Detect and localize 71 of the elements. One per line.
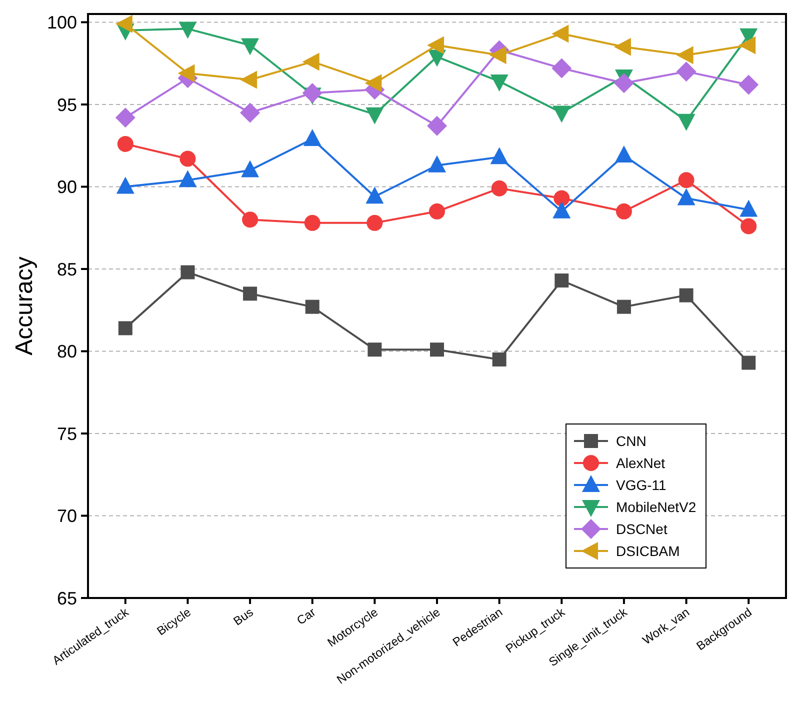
legend-label: DSICBAM [616,542,680,559]
point [677,114,696,131]
y-tick-label: 75 [56,424,77,444]
point [552,106,571,123]
point [178,64,195,82]
point [366,214,383,231]
point [678,172,694,188]
point [302,82,322,103]
point [178,170,197,188]
point [115,108,136,128]
point [305,300,320,314]
point [490,147,508,164]
point [491,180,508,196]
y-tick-label: 85 [56,259,77,280]
point [240,70,258,89]
point [616,203,632,220]
y-tick-label: 65 [56,588,77,608]
point [429,203,445,220]
point [427,36,444,54]
point [178,22,197,39]
point [616,300,631,314]
point [240,102,260,123]
point [116,176,134,194]
point [243,286,258,301]
point [303,129,322,146]
point [738,36,756,54]
legend-label: DSCNet [616,520,668,537]
point [552,58,572,78]
point [742,356,756,370]
point [364,74,382,92]
point [366,186,384,204]
y-tick-label: 100 [46,12,77,33]
point [490,74,508,92]
point [180,150,196,167]
point [492,352,506,366]
point [368,342,382,357]
point [552,24,569,43]
x-tick-label: Car [294,604,318,628]
point [117,136,134,152]
point [676,46,694,64]
point [554,190,570,206]
legend-label: CNN [616,432,646,449]
point [740,200,758,217]
point [489,46,506,64]
y-axis-title: Accuracy [11,256,38,356]
point [304,214,320,231]
y-tick-label: 70 [56,506,77,526]
point [366,107,384,124]
point [430,342,444,357]
point [180,265,195,280]
y-tick-label: 90 [56,177,77,198]
point [241,38,260,56]
point [677,188,696,206]
point [427,116,447,136]
legend-label: VGG-11 [616,476,667,493]
x-tick-label: Bus [230,604,256,628]
y-tick-label: 95 [56,94,77,115]
point [614,73,634,94]
point [679,288,694,302]
point [740,218,757,234]
point [302,52,320,71]
point [614,38,631,56]
legend-label: MobileNetV2 [616,498,696,515]
point [676,62,696,82]
legend-label: AlexNet [616,454,666,471]
point [242,212,258,228]
point [554,274,569,288]
point [118,321,132,336]
point [115,14,132,33]
point [738,74,759,95]
y-tick-label: 80 [56,342,77,362]
